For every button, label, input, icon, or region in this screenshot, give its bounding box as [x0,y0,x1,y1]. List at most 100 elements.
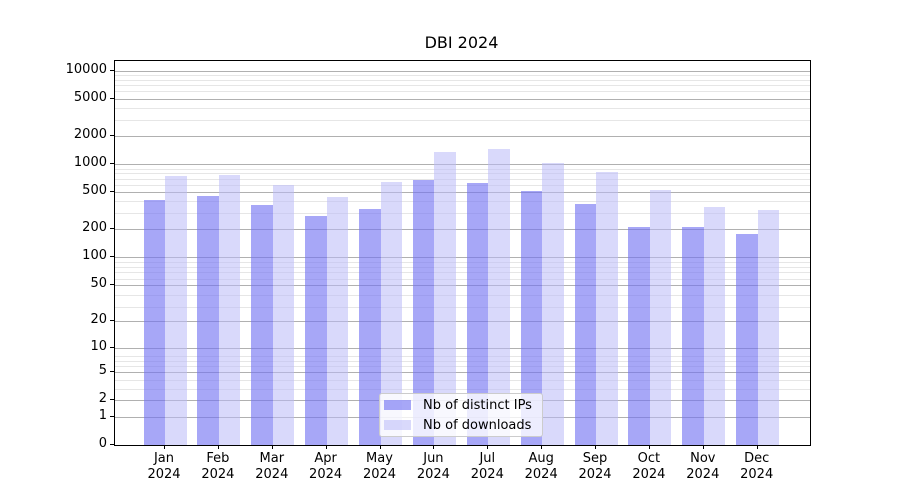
gridline-major-20 [115,321,810,323]
x-tick-year-may: 2024 [362,467,397,482]
bar-downloads-may [380,181,402,445]
x-tick-mark-jan [164,445,165,449]
y-tick-mark-10 [110,346,115,348]
legend-swatch-distinct-ips [384,400,411,410]
bar-downloads-aug [542,163,564,445]
bar-ips-nov [682,227,704,445]
y-tick-label-50: 50 [90,276,107,292]
gridline-major-5 [115,372,810,374]
y-tick-mark-1 [110,415,115,417]
x-tick-mark-jun [433,445,435,449]
bar-ips-oct [628,227,650,445]
gridline-minor-39 [115,295,810,296]
legend-swatch-downloads [384,420,411,430]
legend-item-downloads: Nb of downloads [380,417,542,434]
bar-ips-jan [143,200,165,445]
y-tick-label-10: 10 [90,338,107,354]
y-tick-mark-1000 [110,163,115,165]
y-tick-label-0: 0 [98,436,107,451]
y-tick-mark-20 [110,320,115,322]
gridline-major-10 [115,347,810,349]
gridline-minor-599 [115,185,810,186]
x-tick-label-may: May 2024 [340,451,420,483]
bar-downloads-oct [649,190,672,445]
gridline-minor-5999 [115,91,810,93]
bar-ips-jun [412,180,435,445]
gridline-minor-699 [115,178,810,180]
gridline-minor-4 [115,379,810,381]
x-tick-label-jul: Jul 2024 [447,451,527,483]
gridline-minor-299 [115,213,810,215]
x-tick-year-mar: 2024 [255,467,289,482]
x-tick-month-aug: Aug [528,451,554,466]
x-tick-mark-may [379,445,381,449]
bar-downloads-jun [434,152,456,445]
bar-downloads-nov [703,207,726,445]
y-tick-mark-500 [110,191,115,193]
x-tick-label-apr: Apr 2024 [286,451,366,483]
x-tick-year-oct: 2024 [632,467,666,482]
x-tick-month-sep: Sep [582,451,608,466]
bar-ips-aug [520,190,543,445]
x-tick-label-aug: Aug 2024 [501,451,581,483]
x-tick-month-mar: Mar [259,451,285,466]
gridline-minor-899 [115,168,810,170]
y-tick-label-200: 200 [82,220,107,236]
x-tick-year-apr: 2024 [309,467,343,482]
x-tick-label-dec: Dec 2024 [717,451,797,483]
gridline-minor-7999 [115,79,810,81]
gridline-minor-79 [115,266,810,268]
y-tick-mark-50 [110,284,115,286]
gridline-minor-6999 [115,85,810,87]
x-tick-month-may: May [366,451,393,466]
x-tick-month-apr: Apr [314,451,337,466]
y-tick-label-2000: 2000 [73,127,107,142]
gridline-major-500 [115,192,810,194]
gridline-minor-799 [115,173,810,175]
bar-ips-jul [466,182,489,445]
y-tick-label-20: 20 [90,312,107,328]
bar-ips-apr [305,216,327,445]
x-tick-label-nov: Nov 2024 [663,451,743,483]
x-tick-label-oct: Oct 2024 [609,451,689,483]
gridline-minor-69 [115,272,810,274]
y-tick-label-100: 100 [82,248,107,264]
x-tick-month-feb: Feb [206,451,230,466]
x-tick-mark-apr [325,445,327,449]
bar-downloads-apr [326,196,349,445]
x-tick-year-jan: 2024 [147,467,181,482]
x-tick-label-feb: Feb 2024 [178,451,258,483]
bar-downloads-sep [596,172,618,445]
gridline-minor-29 [115,306,810,308]
y-tick-label-1: 1 [98,407,107,423]
y-tick-mark-5 [110,371,115,373]
gridline-major-50 [115,285,810,287]
plot-area [114,60,811,446]
gridline-major-1000 [115,164,810,166]
x-tick-label-jan: Jan 2024 [124,451,204,483]
gridline-minor-7 [115,360,810,362]
bar-ips-feb [197,196,219,445]
x-tick-month-dec: Dec [744,451,770,466]
gridline-major-5000 [115,98,810,100]
x-tick-mark-sep [595,445,596,449]
x-tick-month-oct: Oct [637,451,661,466]
gridline-minor-59 [115,278,810,280]
legend-label-downloads: Nb of downloads [423,417,532,433]
bar-downloads-mar [272,185,295,445]
gridline-minor-399 [115,201,810,203]
x-tick-month-nov: Nov [690,451,716,466]
x-tick-month-jan: Jan [153,451,175,466]
y-tick-label-5: 5 [98,363,107,379]
x-tick-mark-dec [756,445,758,449]
x-tick-mark-nov [702,445,704,449]
x-tick-label-sep: Sep 2024 [555,451,635,483]
bar-downloads-jul [488,148,510,445]
x-tick-month-jul: Jul [479,451,496,466]
x-tick-label-mar: Mar 2024 [232,451,312,483]
chart-title: DBI 2024 [424,33,499,52]
x-tick-label-jun: Jun 2024 [393,451,473,483]
gridline-minor-3 [115,388,810,390]
x-tick-year-feb: 2024 [201,467,235,482]
